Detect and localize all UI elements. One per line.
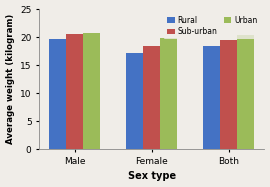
Bar [237,35,254,149]
X-axis label: Sex type: Sex type [128,171,176,181]
Bar [66,34,83,149]
Bar [49,39,66,149]
Legend: Rural, Sub-urban, Urban: Rural, Sub-urban, Urban [164,13,261,39]
Y-axis label: Average weight (kilogram): Average weight (kilogram) [6,14,15,144]
Bar [220,40,237,149]
Bar [203,45,220,149]
Bar [126,53,143,149]
Bar [143,46,160,149]
Bar [83,33,100,149]
Bar [160,38,177,149]
